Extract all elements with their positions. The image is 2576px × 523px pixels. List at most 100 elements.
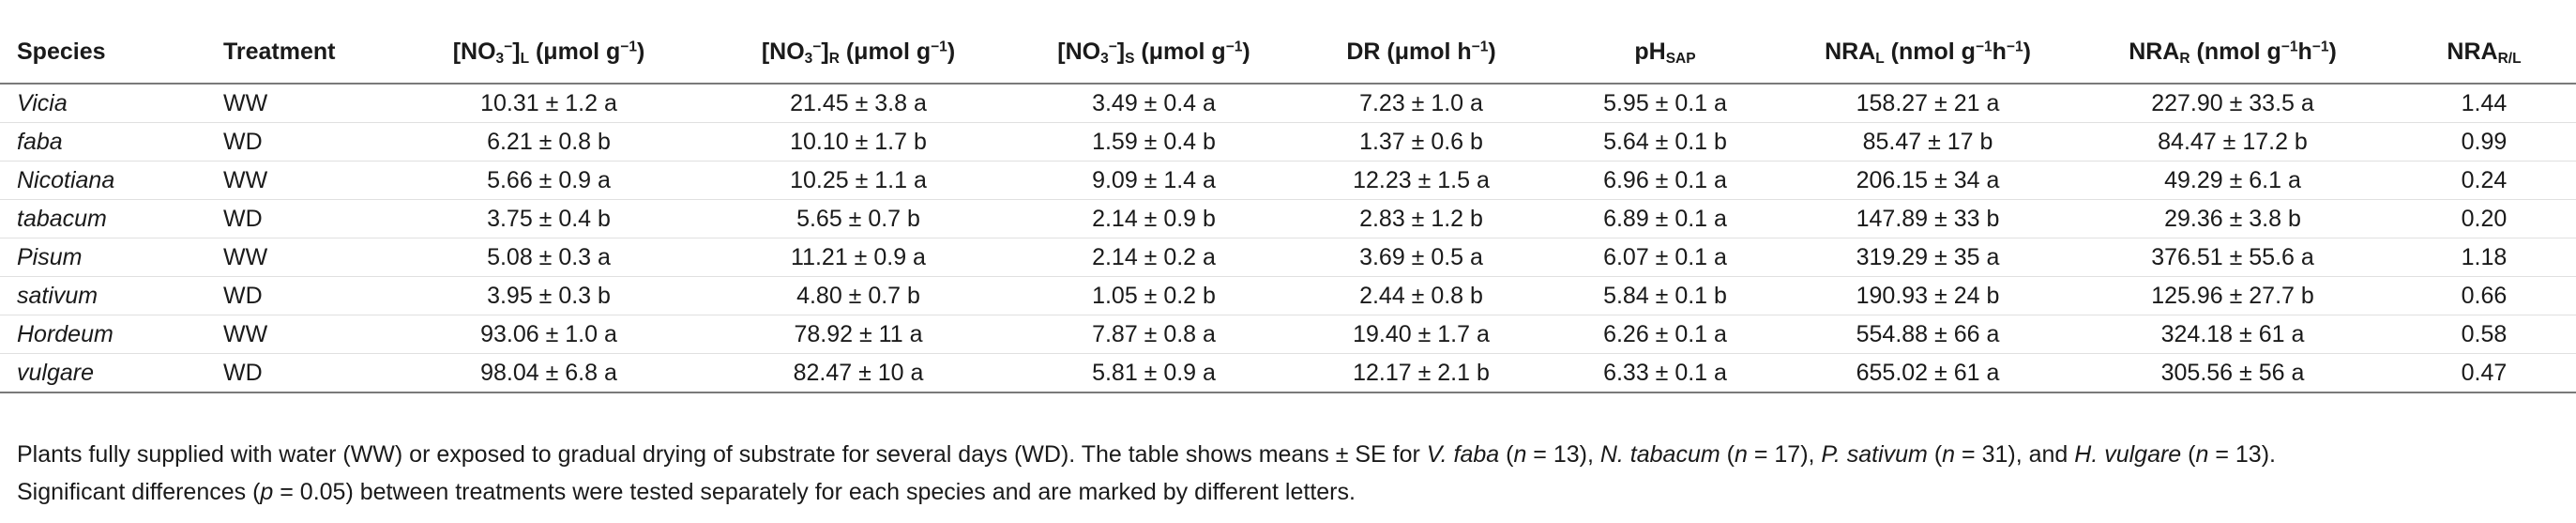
cell-no3-sap: 9.09 ± 1.4 a xyxy=(1013,161,1295,200)
cell-nra-leaf: 206.15 ± 34 a xyxy=(1782,161,2073,200)
cell-nra-root: 125.96 ± 27.7 b xyxy=(2073,276,2392,315)
cell-treatment: WD xyxy=(206,199,394,238)
cell-no3-leaf: 5.08 ± 0.3 a xyxy=(394,238,704,277)
cell-no3-root: 5.65 ± 0.7 b xyxy=(704,199,1013,238)
cell-nra-root: 84.47 ± 17.2 b xyxy=(2073,122,2392,162)
cell-nra-leaf: 190.93 ± 24 b xyxy=(1782,276,2073,315)
cell-dr: 3.69 ± 0.5 a xyxy=(1295,238,1548,277)
cell-treatment: WD xyxy=(206,276,394,315)
cell-nra-root: 227.90 ± 33.5 a xyxy=(2073,84,2392,123)
header-nra-ratio: NRAR/L xyxy=(2392,21,2576,85)
cell-no3-root: 10.25 ± 1.1 a xyxy=(704,161,1013,200)
header-no3-sap: [NO3−]S (μmol g−1) xyxy=(1013,21,1295,85)
cell-no3-root: 82.47 ± 10 a xyxy=(704,353,1013,393)
cell-no3-leaf: 5.66 ± 0.9 a xyxy=(394,161,704,200)
cell-ph: 5.84 ± 0.1 b xyxy=(1548,276,1782,315)
cell-nra-ratio: 0.66 xyxy=(2392,276,2576,315)
cell-nra-ratio: 0.58 xyxy=(2392,315,2576,354)
cell-nra-root: 305.56 ± 56 a xyxy=(2073,353,2392,393)
header-ph-sap: pHSAP xyxy=(1548,21,1782,85)
cell-ph: 6.07 ± 0.1 a xyxy=(1548,238,1782,277)
cell-no3-sap: 1.05 ± 0.2 b xyxy=(1013,276,1295,315)
cell-treatment: WW xyxy=(206,315,394,354)
table-footnote: Plants fully supplied with water (WW) or… xyxy=(17,436,2568,511)
table-row: Nicotiana WW 5.66 ± 0.9 a 10.25 ± 1.1 a … xyxy=(0,161,2576,200)
cell-ph: 5.64 ± 0.1 b xyxy=(1548,122,1782,162)
table-row: Pisum WW 5.08 ± 0.3 a 11.21 ± 0.9 a 2.14… xyxy=(0,238,2576,277)
cell-treatment: WW xyxy=(206,84,394,123)
table-row: vulgare WD 98.04 ± 6.8 a 82.47 ± 10 a 5.… xyxy=(0,353,2576,393)
cell-species: Pisum xyxy=(0,238,206,277)
cell-dr: 1.37 ± 0.6 b xyxy=(1295,122,1548,162)
cell-no3-leaf: 3.95 ± 0.3 b xyxy=(394,276,704,315)
cell-no3-leaf: 10.31 ± 1.2 a xyxy=(394,84,704,123)
cell-species: Hordeum xyxy=(0,315,206,354)
cell-no3-leaf: 98.04 ± 6.8 a xyxy=(394,353,704,393)
cell-species: vulgare xyxy=(0,353,206,393)
table-row: Vicia WW 10.31 ± 1.2 a 21.45 ± 3.8 a 3.4… xyxy=(0,84,2576,123)
cell-ph: 6.33 ± 0.1 a xyxy=(1548,353,1782,393)
cell-treatment: WD xyxy=(206,122,394,162)
cell-species: Nicotiana xyxy=(0,161,206,200)
table-row: faba WD 6.21 ± 0.8 b 10.10 ± 1.7 b 1.59 … xyxy=(0,122,2576,162)
cell-nra-root: 376.51 ± 55.6 a xyxy=(2073,238,2392,277)
cell-treatment: WD xyxy=(206,353,394,393)
footnote-line-2: Significant differences (p = 0.05) betwe… xyxy=(17,479,1356,505)
cell-ph: 6.96 ± 0.1 a xyxy=(1548,161,1782,200)
cell-nra-leaf: 147.89 ± 33 b xyxy=(1782,199,2073,238)
table-row: Hordeum WW 93.06 ± 1.0 a 78.92 ± 11 a 7.… xyxy=(0,315,2576,354)
cell-species: tabacum xyxy=(0,199,206,238)
cell-nra-leaf: 554.88 ± 66 a xyxy=(1782,315,2073,354)
cell-no3-leaf: 3.75 ± 0.4 b xyxy=(394,199,704,238)
cell-no3-root: 78.92 ± 11 a xyxy=(704,315,1013,354)
cell-species: Vicia xyxy=(0,84,206,123)
cell-no3-root: 4.80 ± 0.7 b xyxy=(704,276,1013,315)
cell-no3-sap: 7.87 ± 0.8 a xyxy=(1013,315,1295,354)
cell-ph: 6.26 ± 0.1 a xyxy=(1548,315,1782,354)
cell-no3-sap: 1.59 ± 0.4 b xyxy=(1013,122,1295,162)
cell-dr: 12.23 ± 1.5 a xyxy=(1295,161,1548,200)
header-treatment: Treatment xyxy=(206,21,394,85)
cell-nra-leaf: 655.02 ± 61 a xyxy=(1782,353,2073,393)
cell-dr: 2.44 ± 0.8 b xyxy=(1295,276,1548,315)
cell-no3-leaf: 93.06 ± 1.0 a xyxy=(394,315,704,354)
cell-nra-ratio: 0.24 xyxy=(2392,161,2576,200)
cell-no3-sap: 5.81 ± 0.9 a xyxy=(1013,353,1295,393)
table-row: tabacum WD 3.75 ± 0.4 b 5.65 ± 0.7 b 2.1… xyxy=(0,199,2576,238)
cell-species: sativum xyxy=(0,276,206,315)
cell-nra-root: 324.18 ± 61 a xyxy=(2073,315,2392,354)
cell-nra-root: 49.29 ± 6.1 a xyxy=(2073,161,2392,200)
header-no3-root: [NO3−]R (μmol g−1) xyxy=(704,21,1013,85)
cell-no3-sap: 2.14 ± 0.2 a xyxy=(1013,238,1295,277)
cell-dr: 19.40 ± 1.7 a xyxy=(1295,315,1548,354)
table-row: sativum WD 3.95 ± 0.3 b 4.80 ± 0.7 b 1.0… xyxy=(0,276,2576,315)
cell-no3-root: 10.10 ± 1.7 b xyxy=(704,122,1013,162)
header-row: Species Treatment [NO3−]L (μmol g−1) [NO… xyxy=(0,21,2576,85)
cell-nra-leaf: 319.29 ± 35 a xyxy=(1782,238,2073,277)
header-no3-leaf: [NO3−]L (μmol g−1) xyxy=(394,21,704,85)
cell-ph: 5.95 ± 0.1 a xyxy=(1548,84,1782,123)
header-nra-root: NRAR (nmol g−1h−1) xyxy=(2073,21,2392,85)
cell-no3-root: 21.45 ± 3.8 a xyxy=(704,84,1013,123)
cell-dr: 7.23 ± 1.0 a xyxy=(1295,84,1548,123)
cell-no3-leaf: 6.21 ± 0.8 b xyxy=(394,122,704,162)
cell-ph: 6.89 ± 0.1 a xyxy=(1548,199,1782,238)
header-dr: DR (μmol h−1) xyxy=(1295,21,1548,85)
cell-treatment: WW xyxy=(206,161,394,200)
cell-nra-root: 29.36 ± 3.8 b xyxy=(2073,199,2392,238)
cell-nra-ratio: 1.18 xyxy=(2392,238,2576,277)
cell-dr: 2.83 ± 1.2 b xyxy=(1295,199,1548,238)
cell-treatment: WW xyxy=(206,238,394,277)
cell-no3-sap: 3.49 ± 0.4 a xyxy=(1013,84,1295,123)
cell-nra-leaf: 158.27 ± 21 a xyxy=(1782,84,2073,123)
cell-nra-leaf: 85.47 ± 17 b xyxy=(1782,122,2073,162)
cell-nra-ratio: 1.44 xyxy=(2392,84,2576,123)
cell-no3-root: 11.21 ± 0.9 a xyxy=(704,238,1013,277)
cell-species: faba xyxy=(0,122,206,162)
cell-nra-ratio: 0.20 xyxy=(2392,199,2576,238)
footnote-line-1: Plants fully supplied with water (WW) or… xyxy=(17,441,2276,468)
header-nra-leaf: NRAL (nmol g−1h−1) xyxy=(1782,21,2073,85)
data-table: Species Treatment [NO3−]L (μmol g−1) [NO… xyxy=(0,21,2576,393)
cell-nra-ratio: 0.99 xyxy=(2392,122,2576,162)
